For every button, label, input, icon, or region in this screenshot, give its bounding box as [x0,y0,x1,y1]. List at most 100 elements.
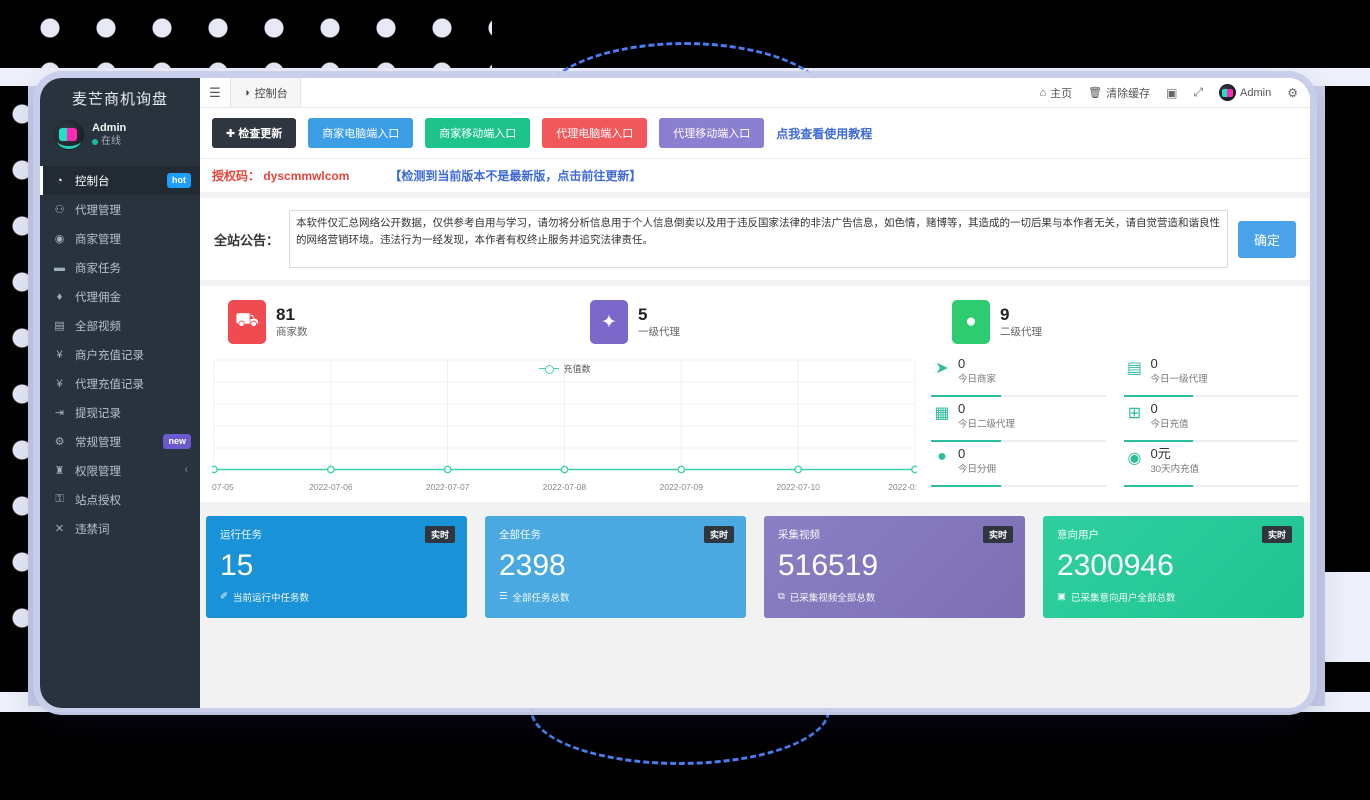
status-badge: 实时 [424,526,455,543]
sidebar-item-6[interactable]: ¥ 商户充值记录 [40,340,200,369]
sidebar-item-3[interactable]: ▬ 商家任务 [40,253,200,282]
kpi-card-value: 2398 [499,549,566,582]
tab-dashboard-label: 控制台 [254,87,288,100]
merchant-eye-icon: ◉ [54,233,65,245]
video-file-icon: ▤ [54,320,65,332]
brand-title: 麦芒商机询盘 [71,90,168,108]
summary-stat-value: 9 [1000,304,1010,324]
mini-stat-value: 0 [958,356,966,371]
sidebar-item-0[interactable]: ◔ 控制台 hot [40,166,200,195]
summary-stat-value: 81 [276,304,295,324]
sidebar-item-5[interactable]: ▤ 全部视频 [40,311,200,340]
home-icon: ⌂ [1039,86,1047,99]
sidebar-item-label: 代理充值记录 [75,378,144,391]
admin-app-window: 麦芒商机询盘 Admin 在线 ◔ 控制台 hot ⚇ 代理管理 ◉ 商家管理 ▬ 商家任务 ♦ 代… [40,78,1310,708]
chart-x-tick: 2022-0: [888,482,917,492]
agent-users-icon: ⚇ [54,204,65,216]
sidebar-item-4[interactable]: ♦ 代理佣金 [40,282,200,311]
mini-stat-label: 今日一级代理 [1150,374,1208,386]
dashboard-icon: ◔ [56,174,63,187]
kpi-card-footnote: 全部任务总数 [512,592,570,604]
sidebar-item-label: 常规管理 [75,436,121,449]
sidebar: 麦芒商机询盘 Admin 在线 ◔ 控制台 hot ⚇ 代理管理 ◉ 商家管理 ▬ 商家任务 ♦ 代… [40,78,200,708]
decorative-strip-right [1307,86,1325,706]
kpi-card-title: 运行任务 [220,529,262,541]
status-badge: 实时 [703,526,734,543]
theme-icon[interactable]: ▣ [1166,85,1178,100]
auth-code-label: 授权码： [212,169,261,183]
hamburger-menu-icon[interactable]: ☰ [209,84,221,100]
site-notice-textarea[interactable] [289,210,1228,268]
kpi-card-value: 15 [220,549,254,582]
update-warning-link[interactable]: 【检测到当前版本不是最新版，点击前往更新】 [389,169,642,183]
copy-icon: ⧉ [778,591,785,602]
mini-stat-label: 30天内充值 [1150,464,1200,476]
agent-mobile-entry-button[interactable]: 代理移动端入口 [659,118,765,148]
mini-stat-label: 今日分佣 [958,464,997,476]
chart-x-tick: 2022-07-09 [659,482,704,492]
sidebar-item-label: 站点授权 [75,494,121,507]
check-update-button[interactable]: ✚ 检查更新 [212,118,297,148]
profile-status-label: 在线 [101,135,121,147]
kpi-cards-row: 运行任务 实时 15 ✐ 当前运行中任务数 全部任务 实时 2398 ☰ 全部任务总数 采集视频 实时… [200,516,1310,632]
summary-stat-0: ⛟ 81 商家数 [212,300,574,344]
sidebar-item-label: 代理管理 [75,204,121,217]
sidebar-item-1[interactable]: ⚇ 代理管理 [40,195,200,224]
topbar-actions: ⌂ 主页 🗑 清除缓存 ▣ ⤢ Admin ⚙ [1039,78,1310,107]
fullscreen-icon[interactable]: ⤢ [1193,85,1204,99]
pen-icon: ✐ [220,591,228,602]
auth-code-group: 授权码： dyscmmwlcom [212,167,349,184]
chart-legend[interactable]: 充值数 [538,362,591,375]
kpi-card-2[interactable]: 采集视频 实时 516519 ⧉ 已采集视频全部总数 [764,516,1025,618]
kpi-card-3[interactable]: 意向用户 实时 2300946 ▣ 已采集意向用户全部总数 [1043,516,1304,618]
sidebar-item-8[interactable]: ⇥ 提现记录 [40,398,200,427]
user-menu[interactable]: Admin [1219,84,1271,101]
profile-status: 在线 [92,136,126,149]
user-circle-icon: ● [937,448,947,465]
kpi-card-1[interactable]: 全部任务 实时 2398 ☰ 全部任务总数 [485,516,746,618]
agent-pc-entry-button[interactable]: 代理电脑端入口 [542,118,648,148]
magic-wand-icon: ✦ [590,300,628,344]
recharge-line-chart[interactable]: 充值数 07-05 2022-07-06 2022-07-07 2022-07-08 2… [210,354,919,494]
authorization-bar: 授权码： dyscmmwlcom 【检测到当前版本不是最新版，点击前往更新】 [200,158,1310,192]
sidebar-item-label: 全部视频 [75,320,121,333]
user-circle-filled-icon: ◉ [1127,450,1142,467]
sidebar-item-label: 提现记录 [75,407,121,420]
chart-svg [210,359,919,474]
kpi-card-0[interactable]: 运行任务 实时 15 ✐ 当前运行中任务数 [206,516,467,618]
clear-cache-button[interactable]: 🗑 清除缓存 [1088,85,1150,101]
tutorial-link[interactable]: 点我查看使用教程 [776,126,873,141]
sidebar-item-11[interactable]: ⚿ 站点授权 [40,485,200,514]
kpi-card-footnote: 当前运行中任务数 [232,592,309,604]
sidebar-item-7[interactable]: ¥ 代理充值记录 [40,369,200,398]
yuan-icon: ¥ [56,377,63,390]
summary-stat-label: 二级代理 [1000,326,1042,339]
sidebar-item-2[interactable]: ◉ 商家管理 [40,224,200,253]
sidebar-profile[interactable]: Admin 在线 [40,108,200,162]
task-card-icon: ▬ [54,261,65,274]
check-update-label: 检查更新 [238,128,283,140]
sidebar-item-label: 商家任务 [75,262,121,275]
dashboard-panel: ⛟ 81 商家数 ✦ 5 一级代理 ● 9 二级代理 充值数 07-05 2022-07-06 20… [200,286,1310,502]
chart-x-tick: 2022-07-07 [425,482,470,492]
sidebar-item-10[interactable]: ♜ 权限管理 ‹ [40,456,200,485]
summary-stat-label: 商家数 [276,326,308,339]
mini-stat-label: 今日商家 [958,374,997,386]
kpi-card-title: 意向用户 [1057,529,1099,541]
chart-x-tick: 2022-07-08 [542,482,587,492]
gear-icon[interactable]: ⚙ [1287,85,1298,100]
status-badge: 实时 [1261,526,1292,543]
tab-dashboard[interactable]: ◑ 控制台 [230,78,301,107]
confirm-notice-button[interactable]: 确定 [1237,220,1296,258]
mini-stat-value: 0 [958,401,966,416]
home-button[interactable]: ⌂ 主页 [1039,85,1072,101]
merchant-mobile-entry-button[interactable]: 商家移动端入口 [425,118,531,148]
kpi-card-title: 采集视频 [778,529,820,541]
sidebar-item-12[interactable]: ✕ 违禁词 [40,514,200,543]
profile-name: Admin [92,121,127,134]
kpi-card-footnote: 已采集意向用户全部总数 [1070,592,1176,604]
sidebar-item-9[interactable]: ⚙ 常规管理 new [40,427,200,456]
mini-stat-value: 0 [958,446,966,461]
sidebar-item-label: 违禁词 [75,523,110,536]
merchant-pc-entry-button[interactable]: 商家电脑端入口 [308,118,414,148]
